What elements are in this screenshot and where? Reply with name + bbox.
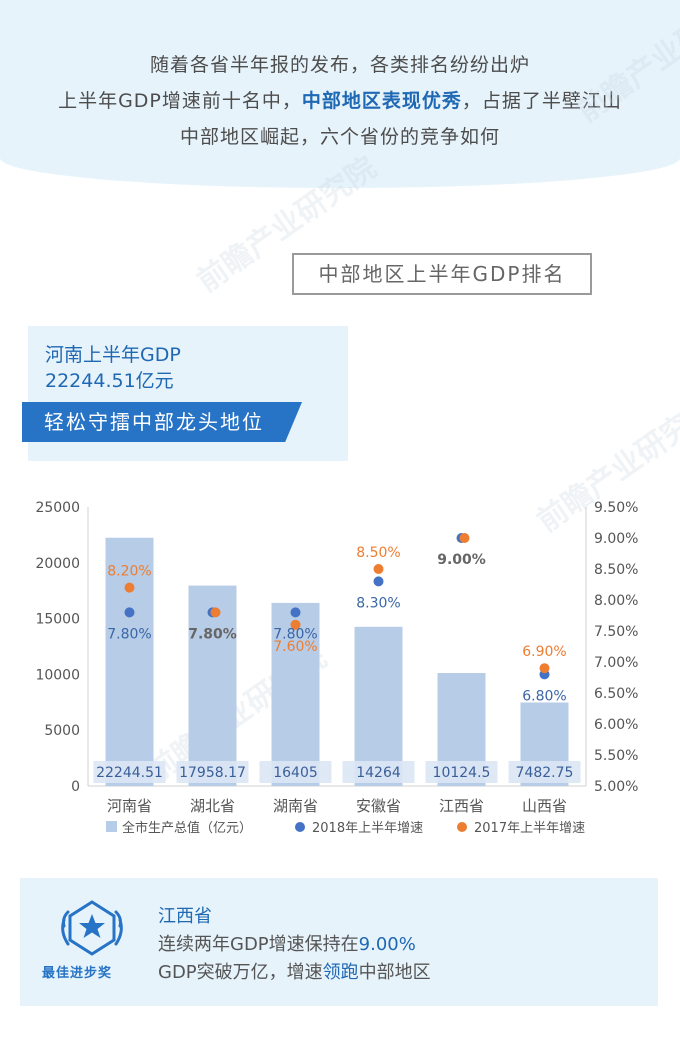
bar	[271, 602, 320, 786]
legend-swatch-2018	[295, 822, 305, 832]
bar	[354, 626, 403, 786]
y-tick-label-right: 9.50%	[594, 500, 638, 516]
legend-swatch-2017	[457, 822, 467, 832]
bottom-panel	[20, 878, 658, 1006]
bar-label-bg	[508, 761, 581, 783]
bottom-title: 江西省	[158, 906, 212, 927]
gdp-chart: 0 5000 10000 15000 20000 25000 5.00% 5.50% 6.00%…	[35, 500, 638, 836]
bottom-line-1: 连续两年GDP增速保持在9.00%	[158, 930, 416, 956]
bar-label-bg	[425, 761, 498, 783]
y-tick-label-right: 8.50%	[594, 562, 638, 578]
bar-value-label: 17958.17	[179, 765, 246, 781]
star-medal-icon	[61, 900, 123, 956]
bar-label-bg	[259, 761, 332, 783]
legend-swatch-bar	[106, 821, 117, 832]
y-tick-label-right: 5.00%	[594, 779, 638, 795]
x-tick-label: 江西省	[439, 797, 484, 815]
label-2018: 6.80%	[522, 688, 566, 704]
bottom-line-2-highlight: 领跑	[322, 962, 359, 983]
y-tick-label-left: 0	[71, 779, 80, 795]
label-2017: 6.90%	[522, 644, 566, 660]
y-tick-label-left: 10000	[35, 667, 80, 683]
label-overlap: 9.00%	[437, 552, 486, 568]
point-2017	[539, 663, 550, 674]
y-tick-label-left: 5000	[44, 723, 80, 739]
bar	[105, 537, 154, 786]
bottom-line-2: GDP突破万亿，增速领跑中部地区	[158, 958, 431, 984]
x-tick-label: 河南省	[107, 797, 152, 815]
bar-value-label: 7482.75	[516, 765, 574, 781]
label-2017: 8.50%	[356, 545, 400, 561]
label-2017: 8.20%	[107, 564, 151, 580]
bar-label-bg	[93, 761, 166, 783]
bottom-line-2-suffix: 中部地区	[358, 962, 431, 983]
point-2018	[373, 576, 384, 587]
label-2018: 7.80%	[273, 626, 317, 642]
intro-banner	[0, 0, 680, 188]
x-tick-label: 安徽省	[356, 797, 401, 815]
section-title: 中部地区上半年GDP排名	[292, 253, 592, 295]
y-tick-label-left: 25000	[35, 500, 80, 516]
x-tick-label: 湖南省	[273, 797, 318, 815]
x-tick-label: 山西省	[522, 797, 567, 815]
y-tick-label-right: 6.50%	[594, 686, 638, 702]
bottom-line-1-highlight: 9.00%	[358, 934, 416, 955]
point-2018	[124, 607, 135, 618]
bar-label-bg	[342, 761, 415, 783]
label-2018: 8.30%	[356, 595, 400, 611]
y-tick-label-left: 20000	[35, 556, 80, 572]
bar-label-bg	[176, 761, 249, 783]
label-2017: 7.60%	[273, 639, 317, 655]
point-2017	[210, 607, 221, 618]
y-tick-label-right: 6.00%	[594, 717, 638, 733]
label-overlap: 7.80%	[188, 626, 237, 642]
intro-highlight: 中部地区表现优秀	[301, 90, 462, 112]
point-2018	[290, 607, 301, 618]
y-tick-label-right: 7.00%	[594, 655, 638, 671]
legend-label-2017: 2017年上半年增速	[474, 821, 585, 836]
legend-label-bar: 全市生产总值（亿元）	[122, 820, 252, 836]
bar-value-label: 10124.5	[433, 765, 491, 781]
intro-line-1: 随着各省半年报的发布，各类排名纷纷出炉	[149, 54, 530, 76]
intro-line-2-prefix: 上半年GDP增速前十名中，	[58, 90, 302, 112]
bottom-line-1-text: 连续两年GDP增速保持在	[158, 934, 359, 955]
point-2017	[373, 564, 384, 574]
y-tick-label-right: 8.00%	[594, 593, 638, 609]
y-tick-label-right: 9.00%	[594, 531, 638, 547]
bar-value-label: 16405	[273, 765, 318, 781]
bar-value-label: 14264	[356, 765, 401, 781]
intro-line-2: 上半年GDP增速前十名中，中部地区表现优秀，占据了半壁江山	[0, 86, 680, 113]
y-tick-label-right: 5.50%	[594, 748, 638, 764]
point-2017	[124, 582, 135, 593]
bar-value-label: 22244.51	[96, 765, 163, 781]
intro-line-2-suffix: ，占据了半壁江山	[461, 90, 622, 112]
intro-line-3: 中部地区崛起，六个省份的竞争如何	[179, 126, 500, 148]
x-tick-label: 湖北省	[190, 797, 235, 815]
y-tick-label-left: 15000	[35, 612, 80, 628]
bar	[188, 585, 237, 786]
panel-ribbon: 轻松守擂中部龙头地位	[22, 402, 302, 442]
panel-value: 22244.51亿元	[45, 370, 174, 392]
award-label: 最佳进步奖	[42, 966, 113, 981]
panel-title: 河南上半年GDP	[45, 344, 181, 366]
label-2018: 7.80%	[107, 626, 151, 642]
legend-label-2018: 2018年上半年增速	[312, 821, 423, 836]
y-tick-label-right: 7.50%	[594, 624, 638, 640]
point-2017	[459, 533, 470, 543]
bottom-line-2-text: GDP突破万亿，增速	[158, 962, 323, 983]
point-2017	[290, 619, 301, 630]
